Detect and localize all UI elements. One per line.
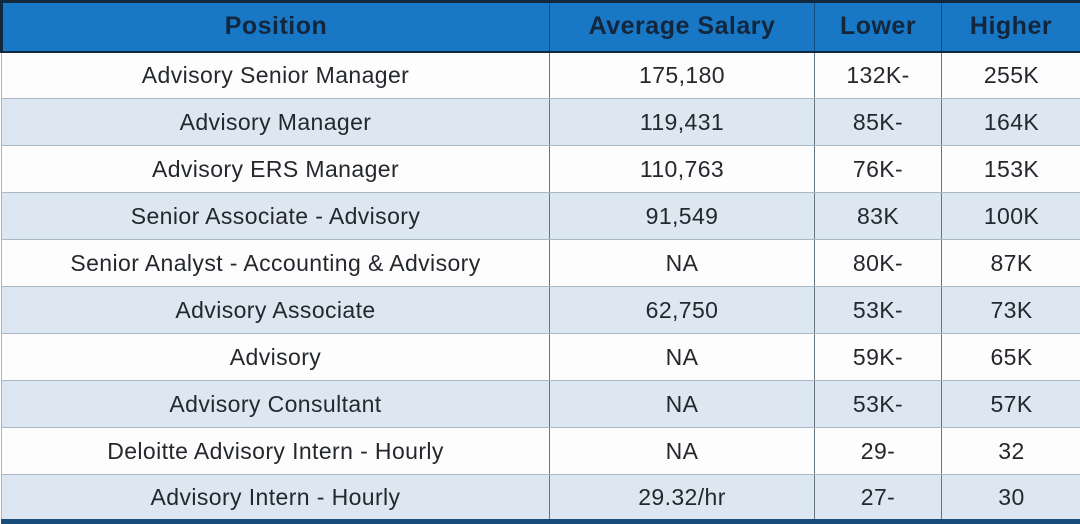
table-row: Advisory Intern - Hourly 29.32/hr 27- 30 bbox=[2, 475, 1080, 522]
cell-average-salary: 91,549 bbox=[550, 193, 815, 240]
column-header-average-salary: Average Salary bbox=[550, 2, 815, 52]
column-header-position: Position bbox=[2, 2, 550, 52]
cell-average-salary: NA bbox=[550, 240, 815, 287]
cell-lower: 76K- bbox=[815, 146, 942, 193]
cell-position: Advisory Consultant bbox=[2, 381, 550, 428]
cell-higher: 73K bbox=[942, 287, 1080, 334]
cell-higher: 255K bbox=[942, 52, 1080, 99]
cell-higher: 164K bbox=[942, 99, 1080, 146]
column-header-lower: Lower bbox=[815, 2, 942, 52]
cell-higher: 65K bbox=[942, 334, 1080, 381]
table-row: Advisory Manager 119,431 85K- 164K bbox=[2, 99, 1080, 146]
cell-lower: 29- bbox=[815, 428, 942, 475]
cell-average-salary: 110,763 bbox=[550, 146, 815, 193]
cell-higher: 32 bbox=[942, 428, 1080, 475]
cell-higher: 57K bbox=[942, 381, 1080, 428]
cell-position: Advisory Manager bbox=[2, 99, 550, 146]
cell-position: Senior Associate - Advisory bbox=[2, 193, 550, 240]
cell-higher: 30 bbox=[942, 475, 1080, 522]
table-row: Senior Analyst - Accounting & Advisory N… bbox=[2, 240, 1080, 287]
table-row: Advisory Senior Manager 175,180 132K- 25… bbox=[2, 52, 1080, 99]
cell-lower: 53K- bbox=[815, 287, 942, 334]
cell-average-salary: 29.32/hr bbox=[550, 475, 815, 522]
cell-lower: 53K- bbox=[815, 381, 942, 428]
table-row: Advisory NA 59K- 65K bbox=[2, 334, 1080, 381]
cell-lower: 27- bbox=[815, 475, 942, 522]
cell-higher: 100K bbox=[942, 193, 1080, 240]
cell-lower: 80K- bbox=[815, 240, 942, 287]
cell-lower: 132K- bbox=[815, 52, 942, 99]
cell-position: Advisory Senior Manager bbox=[2, 52, 550, 99]
cell-position: Advisory Associate bbox=[2, 287, 550, 334]
cell-average-salary: NA bbox=[550, 428, 815, 475]
cell-higher: 87K bbox=[942, 240, 1080, 287]
cell-average-salary: 175,180 bbox=[550, 52, 815, 99]
cell-average-salary: NA bbox=[550, 381, 815, 428]
column-header-higher: Higher bbox=[942, 2, 1080, 52]
table-body: Advisory Senior Manager 175,180 132K- 25… bbox=[2, 52, 1080, 522]
cell-position: Deloitte Advisory Intern - Hourly bbox=[2, 428, 550, 475]
table-row: Advisory Associate 62,750 53K- 73K bbox=[2, 287, 1080, 334]
cell-position: Advisory ERS Manager bbox=[2, 146, 550, 193]
cell-position: Senior Analyst - Accounting & Advisory bbox=[2, 240, 550, 287]
cell-lower: 83K bbox=[815, 193, 942, 240]
cell-average-salary: 119,431 bbox=[550, 99, 815, 146]
cell-average-salary: NA bbox=[550, 334, 815, 381]
cell-higher: 153K bbox=[942, 146, 1080, 193]
cell-average-salary: 62,750 bbox=[550, 287, 815, 334]
table-row: Advisory Consultant NA 53K- 57K bbox=[2, 381, 1080, 428]
table-row: Advisory ERS Manager 110,763 76K- 153K bbox=[2, 146, 1080, 193]
cell-position: Advisory Intern - Hourly bbox=[2, 475, 550, 522]
cell-lower: 59K- bbox=[815, 334, 942, 381]
cell-lower: 85K- bbox=[815, 99, 942, 146]
table-row: Senior Associate - Advisory 91,549 83K 1… bbox=[2, 193, 1080, 240]
cell-position: Advisory bbox=[2, 334, 550, 381]
table-header: Position Average Salary Lower Higher bbox=[2, 2, 1080, 52]
header-row: Position Average Salary Lower Higher bbox=[2, 2, 1080, 52]
table-row: Deloitte Advisory Intern - Hourly NA 29-… bbox=[2, 428, 1080, 475]
